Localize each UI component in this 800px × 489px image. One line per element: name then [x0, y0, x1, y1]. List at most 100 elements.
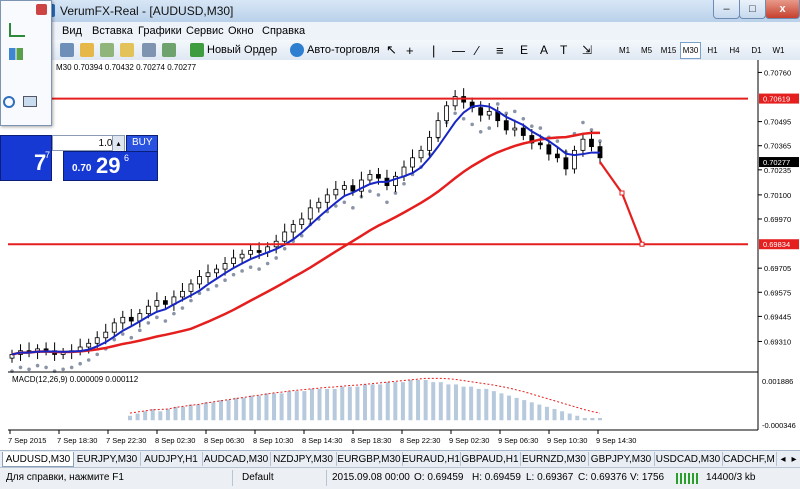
macd-bar [560, 411, 565, 421]
candle-body [324, 194, 330, 203]
menu-window[interactable]: Окно [228, 25, 254, 37]
crosshair-icon[interactable]: + [406, 42, 414, 58]
label-icon[interactable]: T [560, 43, 568, 57]
price-highlight-label: 0.69834 [763, 240, 790, 249]
candle-body [103, 331, 109, 339]
price-label: 0.70760 [764, 68, 791, 77]
chart-window[interactable]: 0.70760 0.70495 0.70365 0.70235 0.70100 0.699… [0, 60, 800, 450]
sell-button[interactable]: 7 7 [0, 135, 52, 181]
sar-dot [265, 261, 270, 266]
price-highlight-box [759, 93, 799, 104]
channel-icon[interactable]: ≡ [496, 42, 504, 58]
navigator-panel[interactable] [0, 0, 52, 126]
sell-price-big: 7 [34, 150, 47, 175]
price-label: 0.69445 [764, 312, 791, 321]
trendline-icon[interactable]: ⁄ [476, 42, 479, 58]
tf-M15[interactable]: M15 [660, 46, 677, 55]
refresh-icon[interactable] [3, 96, 15, 108]
macd-bar [363, 384, 367, 421]
tab-audusd-m30[interactable]: AUDUSD,M30 [2, 452, 74, 467]
candle-body [248, 250, 254, 255]
folder-icon[interactable] [120, 42, 137, 58]
grid-icon[interactable] [100, 42, 117, 58]
status-bar: Для справки, нажмите F1 Default 2015.09.… [0, 467, 800, 489]
sar-dot [189, 298, 193, 303]
lots-input[interactable]: 1.00 [52, 135, 122, 151]
autotrading-button[interactable]: Авто-торговля [290, 42, 380, 58]
tab-eurnzd-m30[interactable]: EURNZD,M30 [520, 452, 589, 466]
menu-help[interactable]: Справка [262, 25, 306, 37]
tab-eurgbp-m30[interactable]: EURGBP,M30 [336, 452, 403, 466]
candle-body [180, 290, 185, 298]
tab-nzdjpy-m30[interactable]: NZDJPY,M30 [270, 452, 337, 466]
projection-point[interactable] [639, 241, 645, 247]
tf-W1[interactable]: W1 [772, 46, 785, 55]
tab-audcad-m30[interactable]: AUDCAD,M30 [202, 452, 271, 466]
panel-close-icon[interactable] [36, 4, 47, 15]
tab-gbpjpy-m30[interactable]: GBPJPY,M30 [588, 452, 655, 466]
arrows-icon[interactable]: ⇲ [582, 43, 593, 57]
tab-cadchf-m[interactable]: CADCHF,M [722, 452, 777, 466]
macd-bar [188, 404, 193, 421]
sar-dot [282, 246, 287, 251]
sar-dot [138, 328, 142, 333]
macd-bar [340, 386, 345, 421]
text-icon[interactable]: A [540, 43, 549, 57]
candle-body [222, 263, 228, 270]
price-chart[interactable]: 0.70760 0.70495 0.70365 0.70235 0.70100 0.699… [0, 60, 800, 450]
fibo-icon[interactable]: E [520, 43, 529, 57]
minimize-button[interactable]: – [713, 0, 740, 19]
new-order-label: Новый Ордер [207, 44, 278, 56]
horizontal-line-icon[interactable]: — [452, 42, 465, 58]
candle-body [205, 272, 211, 277]
tab-eurjpy-m30[interactable]: EURJPY,M30 [74, 452, 141, 466]
chart-icon[interactable] [9, 23, 25, 37]
buy-price-box[interactable]: 0.70 29 6 [63, 151, 158, 181]
tf-D1[interactable]: D1 [751, 46, 762, 55]
tab-audjpy-h1[interactable]: AUDJPY,H1 [140, 452, 203, 466]
tabs-scroll-right[interactable]: ▸ [791, 453, 797, 465]
projection-point[interactable] [619, 190, 625, 196]
candle-body [214, 268, 219, 274]
zoom-out-icon[interactable] [80, 42, 97, 58]
menu-view[interactable]: Вид [62, 25, 82, 37]
zoom-in-icon[interactable] [60, 42, 77, 58]
cursor-icon[interactable]: ↖ [386, 42, 397, 57]
status-profile[interactable]: Default [242, 472, 274, 483]
menu-charts[interactable]: Графики [138, 25, 182, 37]
new-order-button[interactable]: Новый Ордер [190, 42, 277, 58]
menu-insert[interactable]: Вставка [92, 25, 133, 37]
macd-bar [181, 406, 186, 421]
candle-body [563, 157, 569, 170]
tabs-scroll-left[interactable]: ◂ [780, 453, 786, 465]
time-label: 8 Sep 22:30 [400, 436, 440, 445]
tf-M30[interactable]: M30 [680, 42, 701, 59]
sar-dot [299, 233, 304, 238]
maximize-button[interactable]: □ [739, 0, 766, 19]
sar-dot [376, 193, 381, 197]
vertical-line-icon[interactable]: | [432, 42, 436, 58]
price-highlight-label: 0.70277 [763, 158, 790, 167]
close-button[interactable]: x [765, 0, 800, 19]
buy-label: BUY [132, 137, 153, 148]
macd-bar [196, 404, 201, 421]
sar-dot [487, 126, 492, 130]
status-close: C: 0.69376 [578, 472, 627, 483]
monitor-icon[interactable] [23, 96, 37, 107]
sar-dot [530, 124, 534, 129]
macd-bar [408, 379, 413, 421]
shift-icon[interactable] [162, 42, 179, 58]
tf-H1[interactable]: H1 [707, 46, 718, 55]
scroll-icon[interactable] [142, 42, 159, 58]
price-label: 0.69575 [764, 288, 791, 297]
tab-usdcad-m30[interactable]: USDCAD,M30 [654, 452, 723, 466]
tf-H4[interactable]: H4 [729, 46, 740, 55]
windows-icon[interactable] [9, 48, 23, 60]
candle-body [307, 207, 313, 220]
tab-gbpaud-h1[interactable]: GBPAUD,H1 [460, 452, 521, 466]
tf-M1[interactable]: M1 [618, 46, 631, 55]
menu-tools[interactable]: Сервис [186, 25, 224, 37]
tab-euraud-h1[interactable]: EURAUD,H1 [402, 452, 461, 466]
buy-price-sup: 6 [124, 153, 130, 163]
tf-M5[interactable]: M5 [640, 46, 653, 55]
